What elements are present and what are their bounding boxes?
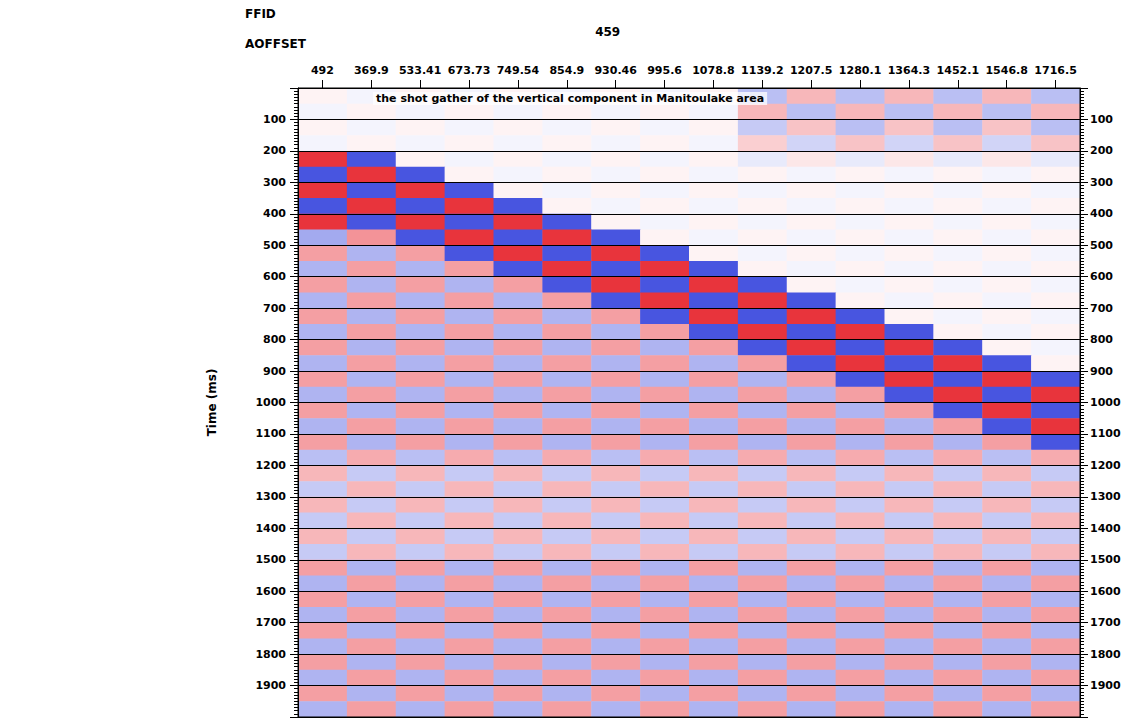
svg-text:400: 400 xyxy=(1090,207,1113,220)
svg-text:700: 700 xyxy=(263,302,286,315)
svg-text:1800: 1800 xyxy=(255,648,286,661)
svg-text:1200: 1200 xyxy=(255,459,286,472)
svg-text:1452.1: 1452.1 xyxy=(937,64,979,77)
svg-text:900: 900 xyxy=(1090,365,1113,378)
svg-text:1207.5: 1207.5 xyxy=(790,64,832,77)
svg-text:673.73: 673.73 xyxy=(448,64,490,77)
svg-text:600: 600 xyxy=(1090,270,1113,283)
svg-text:300: 300 xyxy=(263,176,286,189)
svg-text:1400: 1400 xyxy=(255,522,286,535)
svg-text:1900: 1900 xyxy=(255,679,286,692)
svg-text:1280.1: 1280.1 xyxy=(839,64,881,77)
svg-text:1139.2: 1139.2 xyxy=(741,64,783,77)
svg-text:1200: 1200 xyxy=(1090,459,1121,472)
svg-text:Time (ms): Time (ms) xyxy=(205,369,219,437)
svg-text:500: 500 xyxy=(1090,239,1113,252)
svg-text:AOFFSET: AOFFSET xyxy=(245,37,307,51)
svg-text:400: 400 xyxy=(263,207,286,220)
svg-text:500: 500 xyxy=(263,239,286,252)
svg-text:the shot gather of the vertica: the shot gather of the vertical componen… xyxy=(376,92,764,105)
svg-text:800: 800 xyxy=(263,333,286,346)
svg-text:FFID: FFID xyxy=(245,7,276,21)
svg-text:1900: 1900 xyxy=(1090,679,1121,692)
svg-text:1078.8: 1078.8 xyxy=(692,64,734,77)
svg-text:459: 459 xyxy=(595,25,620,39)
svg-text:200: 200 xyxy=(1090,144,1113,157)
svg-text:1300: 1300 xyxy=(1090,490,1121,503)
svg-text:1716.5: 1716.5 xyxy=(1034,64,1076,77)
svg-text:700: 700 xyxy=(1090,302,1113,315)
svg-text:1700: 1700 xyxy=(1090,616,1121,629)
svg-text:1600: 1600 xyxy=(1090,585,1121,598)
svg-text:800: 800 xyxy=(1090,333,1113,346)
svg-text:1700: 1700 xyxy=(255,616,286,629)
svg-text:1000: 1000 xyxy=(255,396,286,409)
svg-text:1500: 1500 xyxy=(1090,553,1121,566)
svg-text:533.41: 533.41 xyxy=(399,64,441,77)
svg-text:1100: 1100 xyxy=(255,427,286,440)
svg-text:300: 300 xyxy=(1090,176,1113,189)
svg-text:900: 900 xyxy=(263,365,286,378)
svg-text:1546.8: 1546.8 xyxy=(985,64,1027,77)
svg-text:1500: 1500 xyxy=(255,553,286,566)
svg-text:369.9: 369.9 xyxy=(354,64,389,77)
svg-text:200: 200 xyxy=(263,144,286,157)
svg-text:749.54: 749.54 xyxy=(497,64,540,77)
svg-text:995.6: 995.6 xyxy=(647,64,682,77)
svg-text:1100: 1100 xyxy=(1090,427,1121,440)
svg-text:600: 600 xyxy=(263,270,286,283)
svg-text:1400: 1400 xyxy=(1090,522,1121,535)
svg-text:854.9: 854.9 xyxy=(549,64,584,77)
svg-text:930.46: 930.46 xyxy=(594,64,637,77)
svg-text:100: 100 xyxy=(263,113,286,126)
svg-text:100: 100 xyxy=(1090,113,1113,126)
svg-text:1000: 1000 xyxy=(1090,396,1121,409)
svg-text:1800: 1800 xyxy=(1090,648,1121,661)
svg-text:1300: 1300 xyxy=(255,490,286,503)
svg-text:492: 492 xyxy=(311,64,334,77)
svg-text:1364.3: 1364.3 xyxy=(888,64,930,77)
svg-text:1600: 1600 xyxy=(255,585,286,598)
